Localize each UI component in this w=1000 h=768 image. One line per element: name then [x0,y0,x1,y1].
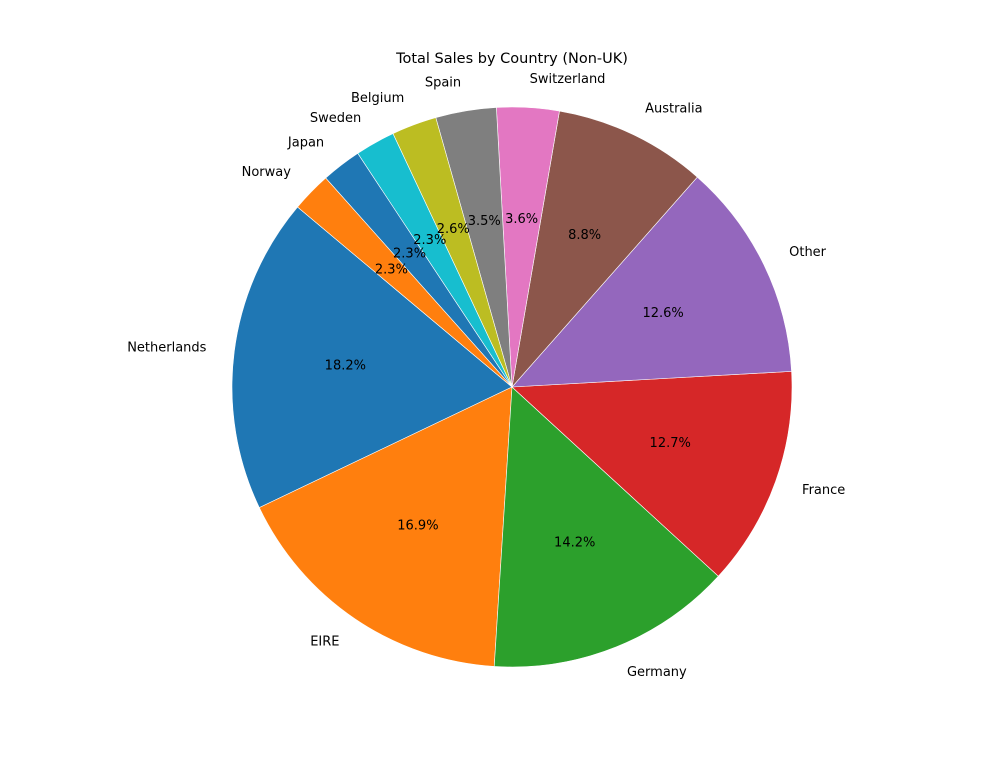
pie-slice-germany [493,386,719,668]
slice-percent-spain: 3.5% [468,214,501,229]
slice-label-netherlands: Netherlands [127,341,206,356]
slice-label-other: Other [789,245,827,260]
pie-slices [231,106,793,668]
slice-label-japan: Japan [287,135,324,150]
slice-percent-netherlands: 18.2% [325,358,366,373]
slice-label-france: France [802,483,845,498]
slice-percent-norway: 2.3% [375,263,408,278]
slice-percent-sweden: 2.3% [413,233,446,248]
pie-slice-australia [511,110,698,388]
pie-slice-eire [258,386,513,667]
slice-percent-germany: 14.2% [554,535,595,550]
slice-percent-australia: 8.8% [568,228,601,243]
slice-label-germany: Germany [627,665,687,680]
slice-label-sweden: Sweden [310,111,361,126]
pie-slice-france [511,371,793,577]
slice-label-spain: Spain [425,76,461,91]
chart-title: Total Sales by Country (Non-UK) [395,51,628,67]
slice-percent-eire: 16.9% [397,519,438,534]
slice-percent-japan: 2.3% [393,246,426,261]
pie-slice-norway [297,177,513,388]
slice-label-australia: Australia [645,102,703,117]
slice-label-eire: EIRE [310,635,339,650]
slice-percent-belgium: 2.6% [437,222,470,237]
slice-percent-france: 12.7% [650,436,691,451]
slice-label-belgium: Belgium [351,91,404,106]
slice-label-norway: Norway [242,165,292,180]
pie-slice-netherlands [231,206,513,509]
pie-labels: Netherlands 18.2% EIRE 16.9% Germany 14.2% Fra… [127,72,845,680]
slice-percent-other: 12.6% [642,306,683,321]
slice-label-switzerland: Switzerland [530,72,606,87]
slice-percent-switzerland: 3.6% [505,212,538,227]
pie-slice-other [511,176,792,388]
